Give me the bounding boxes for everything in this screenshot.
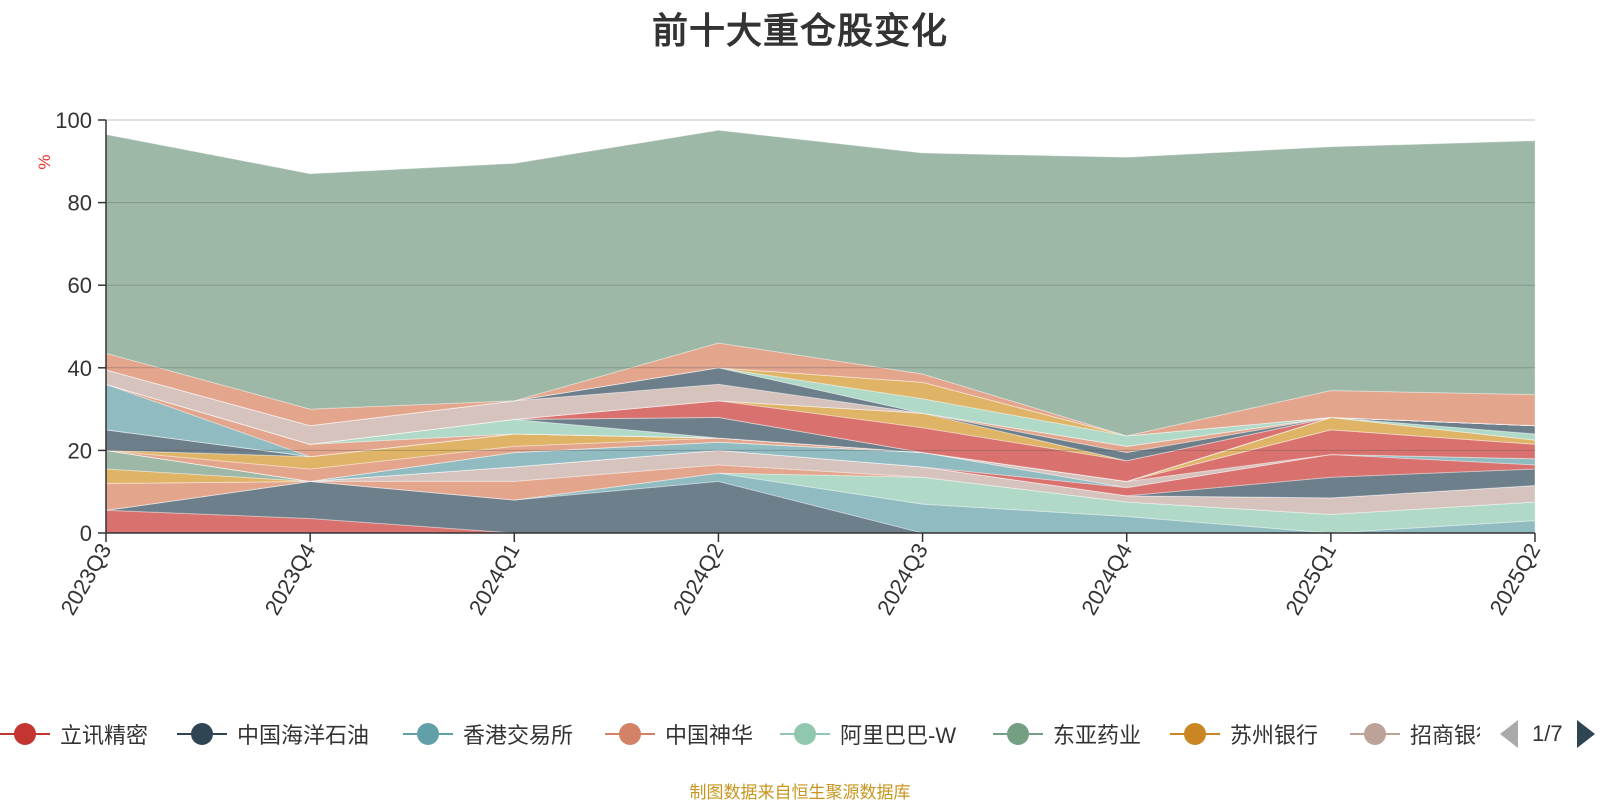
legend-next-arrow-icon[interactable] (1576, 720, 1595, 748)
legend-label: 中国海洋石油 (237, 723, 370, 748)
area-series-18[interactable] (105, 383, 1536, 482)
legend-marker-icon (780, 712, 830, 756)
y-tick-label: 40 (68, 356, 92, 381)
area-series-14[interactable] (105, 416, 1536, 482)
legend-marker-icon (177, 712, 227, 756)
y-tick-label: 20 (68, 438, 92, 463)
legend-label: 中国神华 (665, 723, 754, 748)
legend-label: 招商银行 (1410, 723, 1480, 748)
y-tick-label: 60 (68, 273, 92, 298)
legend-page-indicator: 1/7 (1532, 721, 1563, 746)
x-tick-label: 2025Q1 (1280, 539, 1341, 619)
x-tick-label: 2024Q4 (1076, 539, 1137, 619)
y-tick-label: 0 (80, 521, 92, 546)
legend-marker-icon (403, 712, 453, 756)
x-tick-label: 2025Q2 (1485, 539, 1546, 619)
area-series-16[interactable] (105, 416, 1536, 482)
legend-item[interactable]: 阿里巴巴-W (780, 712, 956, 756)
data-source-note: 制图数据来自恒生聚源数据库 (689, 783, 911, 802)
legend-marker-icon (605, 712, 655, 756)
legend-marker-icon (993, 712, 1043, 756)
x-tick-label: 2023Q3 (56, 539, 117, 619)
legend: 立讯精密 中国海洋石油 香港交易所 中国神华 阿里巴巴-W 东亚药业 苏州银行 招商银行 (0, 712, 1480, 756)
legend-marker-icon (1350, 712, 1400, 756)
legend-marker-icon (1170, 712, 1220, 756)
x-tick-label: 2023Q4 (260, 539, 321, 619)
y-tick-label: 100 (55, 108, 92, 133)
legend-item[interactable]: 东亚药业 (993, 712, 1141, 756)
x-tick-label: 2024Q1 (464, 539, 525, 619)
y-axis-unit-label: % (35, 154, 54, 169)
legend-label: 立讯精密 (60, 723, 149, 748)
legend-label: 东亚药业 (1053, 723, 1142, 748)
legend-pager: 1/7 (1500, 712, 1595, 756)
legend-item[interactable]: 立讯精密 (0, 712, 148, 756)
legend-label: 苏州银行 (1230, 723, 1319, 748)
legend-item[interactable]: 香港交易所 (403, 712, 573, 756)
x-tick-label: 2024Q3 (872, 539, 933, 619)
legend-item[interactable]: 中国海洋石油 (177, 712, 369, 756)
y-tick-label: 80 (68, 191, 92, 216)
chart-title: 前十大重仓股变化 (651, 10, 948, 51)
legend-label: 阿里巴巴-W (840, 723, 957, 748)
legend-marker-icon (0, 712, 50, 756)
area-series-33[interactable] (105, 129, 1536, 437)
x-tick-label: 2024Q2 (668, 539, 729, 619)
legend-item[interactable]: 招商银行 (1350, 712, 1480, 756)
grid-layer (106, 119, 1535, 534)
area-series-15[interactable] (105, 416, 1536, 482)
legend-prev-arrow-icon[interactable] (1500, 720, 1518, 748)
legend-label: 香港交易所 (463, 723, 574, 748)
area-series-17[interactable] (105, 416, 1536, 482)
areas-layer (105, 129, 1536, 534)
legend-item[interactable]: 苏州银行 (1170, 712, 1318, 756)
legend-item[interactable]: 中国神华 (605, 712, 753, 756)
